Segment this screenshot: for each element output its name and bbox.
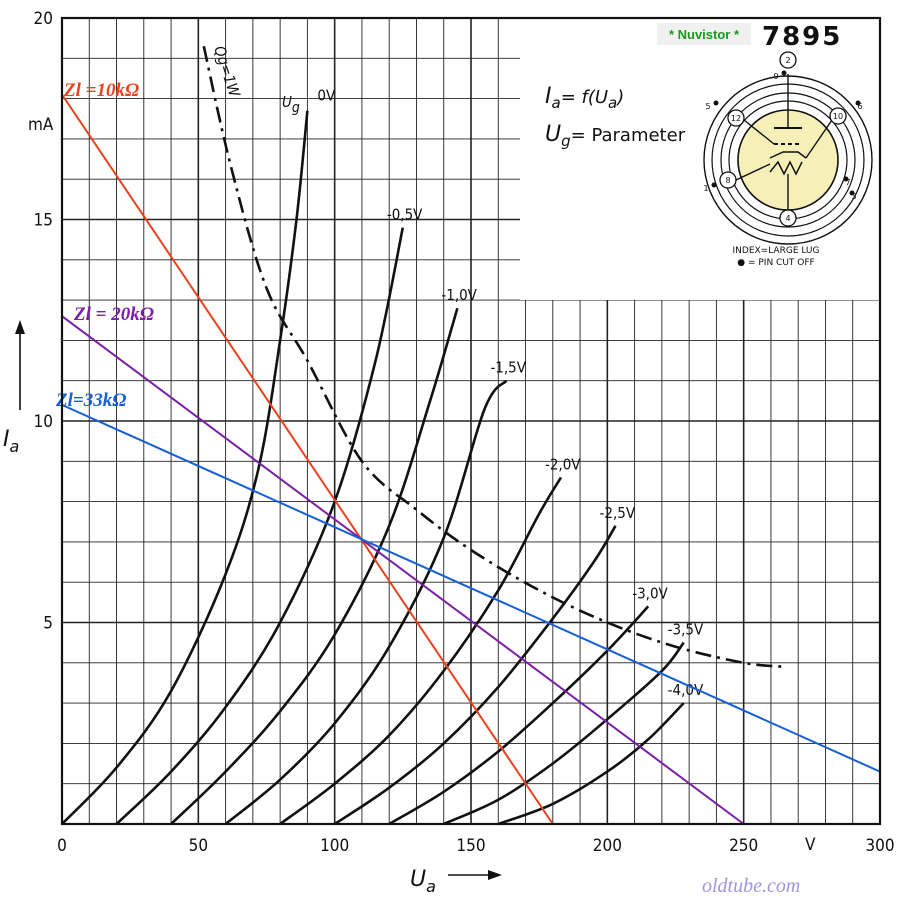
formula-ia-sub: a: [552, 94, 561, 112]
load-line-1: [61, 315, 745, 825]
formula-ia-symbol: I: [545, 84, 552, 109]
pin-dot-6: [855, 100, 861, 106]
formula-ia-close: ): [615, 87, 624, 108]
y-tick-label: 10: [34, 412, 53, 432]
pin-circle-8: [719, 171, 737, 189]
pin-label-6: 6: [857, 102, 862, 111]
pin-label-5: 5: [705, 102, 710, 111]
y-axis-symbol: I: [3, 427, 10, 452]
grid-lead: [743, 119, 775, 145]
curve-label-8: -4,0V: [668, 681, 704, 699]
svg-text:Ua: Ua: [410, 867, 436, 896]
curve-line-4: [279, 476, 563, 826]
y-tick-label: 5: [43, 614, 53, 634]
pin-label-10: 10: [833, 112, 843, 121]
pin-label-1: 1: [703, 184, 708, 193]
load-line-label-0: Zl =10kΩ: [63, 80, 139, 101]
pin-dot-9: [781, 70, 787, 76]
credit-text: oldtube.com: [702, 875, 800, 897]
curve-line-7: [443, 641, 685, 826]
y-tick-label: 15: [34, 211, 53, 231]
pin-label-2: 2: [785, 56, 790, 65]
curve-label-5: -2,5V: [600, 504, 636, 522]
curve-line-8: [497, 702, 685, 826]
tube-number: 7895: [762, 22, 842, 52]
svg-text:Ug= Parameter: Ug= Parameter: [545, 122, 686, 150]
pin-dot-5: [713, 100, 719, 106]
x-tick-label: 300: [865, 836, 894, 856]
pin-label-12: 12: [731, 114, 741, 123]
pin-dot-1: [711, 182, 717, 188]
x-axis-arrowhead: [488, 870, 502, 880]
x-axis-title: Ua: [410, 867, 502, 896]
formula-ug-eq: = Parameter: [571, 125, 686, 146]
x-tick-label: 200: [593, 836, 622, 856]
formula: Ia= f(Ua) Ug= Parameter: [545, 84, 686, 150]
pin-circle-12: [727, 109, 745, 127]
x-unit-label: V: [805, 835, 816, 855]
formula-ug-sub: g: [561, 132, 571, 150]
pin-dot-3: [849, 190, 855, 196]
curve-label-6: -3,0V: [632, 584, 668, 602]
load-line-label-1: Zl = 20kΩ: [73, 304, 154, 325]
heater-lead-left: [735, 163, 771, 181]
x-tick-label: 150: [456, 836, 485, 856]
cathode-heater: [769, 151, 807, 176]
formula-ia-sub2: a: [608, 94, 617, 112]
pin-circle-10: [829, 107, 847, 125]
pin-label-4: 4: [785, 214, 790, 223]
y-axis-sub: a: [10, 437, 20, 456]
pin-cutoff-note: ● = PIN CUT OFF: [737, 258, 814, 268]
formula-ia-eq: = f(U: [561, 87, 608, 108]
heater-lead-right: [805, 119, 833, 159]
ug-zero-prefix: Ug: [282, 93, 300, 116]
x-axis-symbol: U: [410, 867, 426, 892]
pin-label-8: 8: [725, 176, 730, 185]
x-axis-sub: a: [426, 877, 436, 896]
y-tick-label: 20: [34, 9, 53, 29]
plot-frame: [60, 16, 882, 826]
x-tick-label: 0: [57, 836, 67, 856]
curve-label-1: -0,5V: [387, 206, 423, 224]
dissipation-curve: [202, 45, 785, 669]
curve-label-2: -1,0V: [441, 286, 477, 304]
y-axis-arrowhead: [15, 320, 25, 334]
pin-diagram: 29 5 6 12 10 8 1 73 4 INDEX=LARGE LUG ● = PIN CU…: [703, 51, 873, 268]
nuvistor-badge-text: * Nuvistor *: [669, 27, 740, 42]
y-axis-title: Ia: [3, 320, 25, 456]
pin-dot-7: [843, 176, 849, 182]
curve-line-0: [61, 110, 309, 825]
x-tick-label: 100: [320, 836, 349, 856]
curve-label-3: -1,5V: [490, 359, 526, 377]
curve-label-4: -2,0V: [545, 455, 581, 473]
load-lines: Zl =10kΩ Zl = 20kΩ Zl=33kΩ: [55, 80, 881, 825]
pin-label-3: 3: [851, 192, 856, 201]
y-unit-label: mA: [28, 115, 54, 135]
curve-label-7: -3,5V: [668, 621, 704, 639]
pin-label-9: 9: [773, 72, 778, 81]
load-line-2: [61, 403, 881, 773]
curve-label-0: 0V: [317, 87, 336, 105]
svg-text:Ia= f(Ua): Ia= f(Ua): [545, 84, 624, 112]
formula-ug-symbol: U: [545, 122, 561, 147]
load-line-label-2: Zl=33kΩ: [55, 390, 126, 411]
pin-labels: 29 5 6 12 10 8 1 73 4: [703, 51, 863, 227]
pin-circle-4: [779, 209, 797, 227]
curve-line-5: [333, 525, 617, 826]
curve-line-2: [170, 307, 459, 825]
grid: [61, 17, 881, 825]
index-note: INDEX=LARGE LUG: [733, 246, 820, 256]
pin-label-7: 7: [845, 178, 850, 187]
x-tick-label: 50: [189, 836, 208, 856]
curve-line-1: [115, 227, 405, 825]
svg-text:Ia: Ia: [3, 427, 19, 456]
curve-line-3: [224, 379, 508, 826]
nuvistor-badge: [657, 23, 751, 45]
load-line-0: [61, 94, 554, 825]
x-tick-label: 250: [729, 836, 758, 856]
pin-circle-2: [779, 51, 797, 69]
